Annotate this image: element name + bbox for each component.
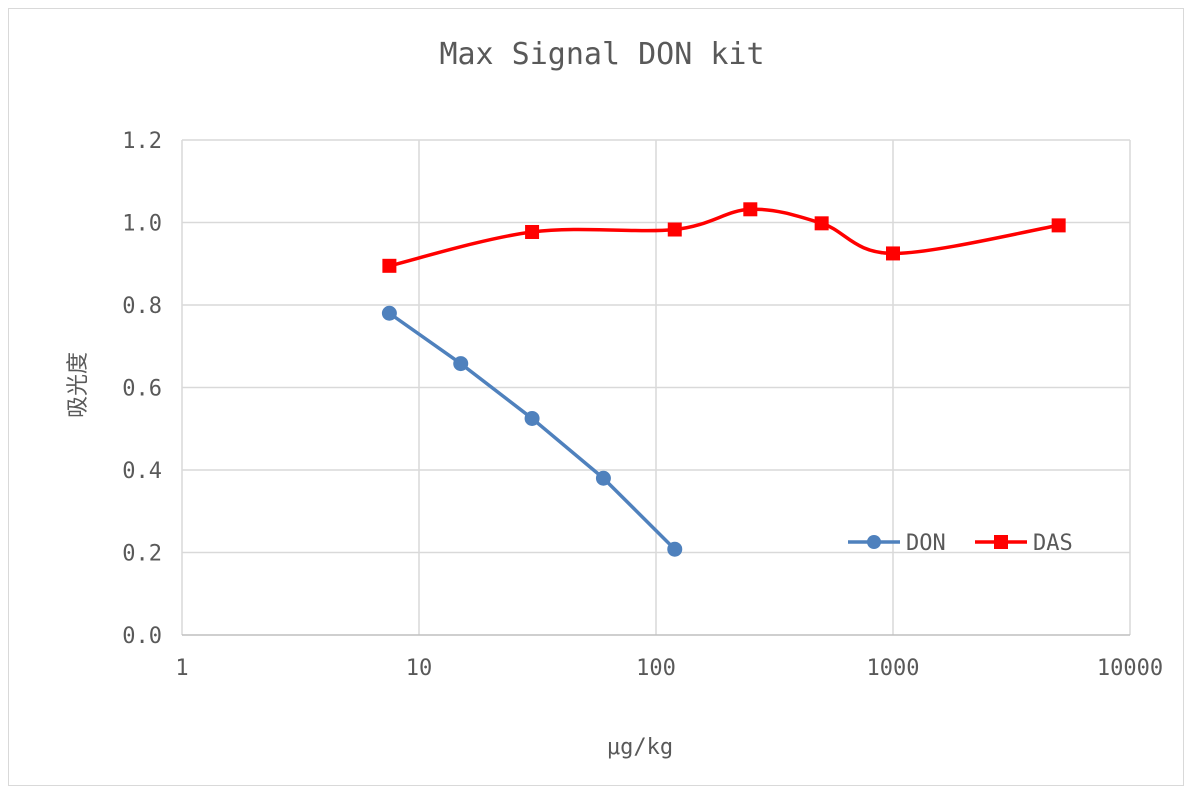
series-das xyxy=(382,202,1066,273)
legend-label: DON xyxy=(906,531,946,556)
data-point-don xyxy=(381,305,397,321)
legend-item-das: DAS xyxy=(975,531,1073,556)
x-tick-label: 10000 xyxy=(1097,656,1163,681)
chart-frame xyxy=(8,8,1184,786)
data-point-das xyxy=(525,224,540,239)
x-tick-label: 1 xyxy=(175,656,188,681)
data-point-das xyxy=(667,222,682,237)
data-point-don xyxy=(453,356,469,372)
legend-label: DAS xyxy=(1033,531,1073,556)
series-don xyxy=(381,305,683,557)
legend-item-don: DON xyxy=(848,531,946,556)
y-tick-label: 1.2 xyxy=(122,129,162,154)
legend-marker xyxy=(867,535,881,549)
legend-marker xyxy=(994,535,1008,549)
data-point-das xyxy=(886,246,900,261)
series-line-das xyxy=(387,207,1061,268)
data-point-das xyxy=(1051,218,1066,233)
y-axis-title: 吸光度 xyxy=(66,352,91,418)
x-tick-labels: 1 10 100 1000 10000 xyxy=(175,656,1163,681)
y-tick-label: 0.4 xyxy=(122,459,162,484)
y-tick-labels: 0.0 0.2 0.4 0.6 0.8 1.0 1.2 xyxy=(122,129,162,649)
x-tick-label: 100 xyxy=(636,656,676,681)
y-tick-label: 0.0 xyxy=(122,624,162,649)
data-point-das xyxy=(814,216,829,231)
y-tick-label: 0.8 xyxy=(122,294,162,319)
y-tick-label: 0.6 xyxy=(122,377,162,402)
series-layer xyxy=(381,202,1066,557)
chart-title: Max Signal DON kit xyxy=(439,37,764,72)
y-tick-label: 0.2 xyxy=(122,542,162,567)
data-point-don xyxy=(524,410,540,426)
grid xyxy=(181,139,1131,635)
data-point-don xyxy=(667,541,683,557)
x-tick-label: 1000 xyxy=(867,656,920,681)
y-tick-label: 1.0 xyxy=(122,212,162,237)
series-line-don xyxy=(387,311,677,551)
x-tick-label: 10 xyxy=(406,656,433,681)
legend: DON DAS xyxy=(848,531,1073,556)
data-point-das xyxy=(743,202,758,217)
x-axis-title: μg/kg xyxy=(607,735,673,760)
data-point-das xyxy=(382,258,397,273)
data-point-don xyxy=(595,470,611,486)
